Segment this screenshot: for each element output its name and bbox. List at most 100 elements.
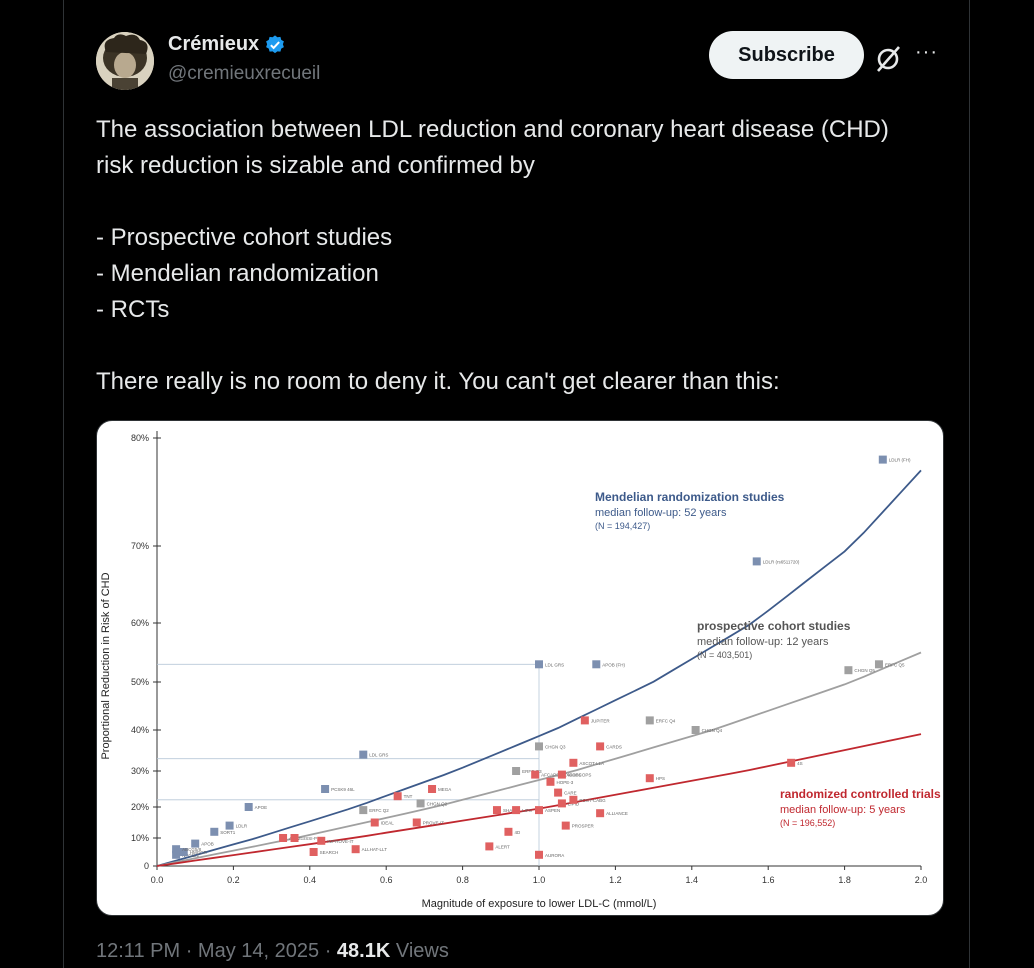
data-point-label: SEARCH [320,850,339,855]
author-name[interactable]: Crémieux [168,33,260,55]
legend-title-rct: randomized controlled trials [780,787,941,801]
data-point-label: 4S [797,761,803,766]
data-point-label: TNT [404,794,413,799]
avatar[interactable] [96,32,154,90]
data-point-rct [351,845,360,854]
column-border-right [969,0,970,968]
data-point-label: HMGCR [190,850,208,855]
more-options-icon[interactable]: ··· [915,41,938,63]
data-point-rct [512,806,521,815]
data-point-mendelian [172,850,181,859]
data-point-label: PROSPER [572,824,595,829]
data-point-rct [580,716,589,725]
data-point-rct [309,848,318,856]
data-point-cohort [535,742,543,751]
data-point-label: ASCOT-LLA [579,761,604,766]
data-point-label: LDL GRS [369,753,388,758]
data-point-label: ALERT [495,844,510,849]
data-point-mendelian [179,848,188,856]
data-point-mendelian [878,455,887,464]
data-point-label: CARDS [606,744,622,749]
y-axis-label: Proportional Reduction in Risk of CHD [100,572,112,759]
x-tick-label: 0.0 [151,875,164,885]
data-point-label: PROVE-IT [423,821,445,826]
data-point-label: CHGN Q2 [427,801,448,806]
chart-image[interactable]: 0 10% 20% 30% 40% 50% 60% 70% 80% 0.0 0.2 0.4 0.6 0.8… [96,420,944,916]
author-handle[interactable]: @cremieuxrecueil [168,63,321,84]
y-tick-label: 40% [131,725,149,735]
data-point-label: ALLIANCE [606,811,628,816]
data-point-cohort [691,726,700,734]
data-point-label: POST-CABG [579,798,606,803]
author-name-row: Crémieux [168,33,286,56]
subscribe-button[interactable]: Subscribe [709,31,864,79]
y-tick-label: 0 [144,861,149,871]
data-point-rct [531,770,540,779]
meta-separator: · [185,940,193,962]
data-point-rct [279,834,288,842]
data-point-label: CHGN Q5 [854,668,875,673]
data-point-rct [554,788,563,797]
legend-followup-cohort: median follow-up: 12 years [697,636,829,648]
data-point-mendelian [359,750,368,759]
x-tick-label: 1.6 [762,875,775,885]
x-tick-label: 0.8 [456,875,469,885]
x-tick-label: 1.2 [609,875,622,885]
data-point-label: PCSK9 46L [331,787,355,792]
grok-icon[interactable] [873,44,903,74]
x-tick-label: 1.4 [686,875,699,885]
data-point-label: ASPEN [545,808,560,813]
data-point-label: GISSI-P [301,836,318,841]
data-point-label: SORT1 [220,830,235,835]
data-point-cohort [512,767,521,775]
tweet-text: The association between LDL reduction an… [96,112,926,400]
data-point-mendelian [321,785,330,793]
data-point-label: CHGN Q4 [702,728,723,733]
data-point-cohort [844,666,853,675]
data-point-label: HOPE-3 [556,780,573,785]
legend-title-mendelian: Mendelian randomization studies [595,490,785,504]
x-tick-label: 1.0 [533,875,546,885]
legend-title-cohort: prospective cohort studies [697,619,851,633]
data-point-mendelian [191,839,200,848]
data-point-rct [370,818,379,827]
data-point-rct [504,827,513,836]
meta-separator: · [324,940,332,962]
data-point-mendelian [535,660,543,669]
data-point-mendelian [225,821,234,830]
y-tick-label: 30% [131,766,149,776]
legend-n-rct: (N = 196,552) [780,818,835,828]
x-axis-label: Magnitude of exposure to lower LDL-C (mm… [422,898,657,910]
ldl-chd-chart: 0 10% 20% 30% 40% 50% 60% 70% 80% 0.0 0.2 0.4 0.6 0.8… [100,431,941,910]
y-tick-label: 70% [131,541,149,551]
data-point-rct [546,777,555,786]
tweet-date[interactable]: May 14, 2025 [197,940,320,962]
data-point-label: LIPS [522,808,532,813]
data-point-label: ERFC Q2 [369,808,389,813]
data-point-mendelian [172,845,181,854]
data-point-label: LDLR [236,824,248,829]
tweet-bullet-rcts: - RCTs [96,296,170,323]
data-point-rct [569,758,578,767]
data-point-mendelian [592,660,601,669]
views-label: Views [395,940,449,962]
y-tick-label: 50% [131,677,149,687]
data-point-label: ERFC Q4 [656,718,676,723]
data-point-label: APOB [201,842,214,847]
data-point-label: MEGA [438,787,451,792]
legend-n-mendelian: (N = 194,427) [595,521,650,531]
data-point-rct [557,770,566,779]
data-point-label: ALLHAT-LLT [362,847,388,852]
data-point-label: IDEAL [381,821,395,826]
tweet-time[interactable]: 12:11 PM [96,940,181,962]
data-point-label: CHGN Q3 [545,744,566,749]
data-point-cohort [874,660,883,669]
data-point-rct [569,795,578,804]
x-tick-label: 2.0 [915,875,928,885]
data-point-label: IMPROVE-IT [327,839,354,844]
legend-followup-rct: median follow-up: 5 years [780,804,906,816]
data-point-mendelian [244,803,253,811]
data-point-rct [535,806,543,815]
legend-n-cohort: (N = 403,501) [697,650,752,660]
y-tick-label: 10% [131,833,149,843]
